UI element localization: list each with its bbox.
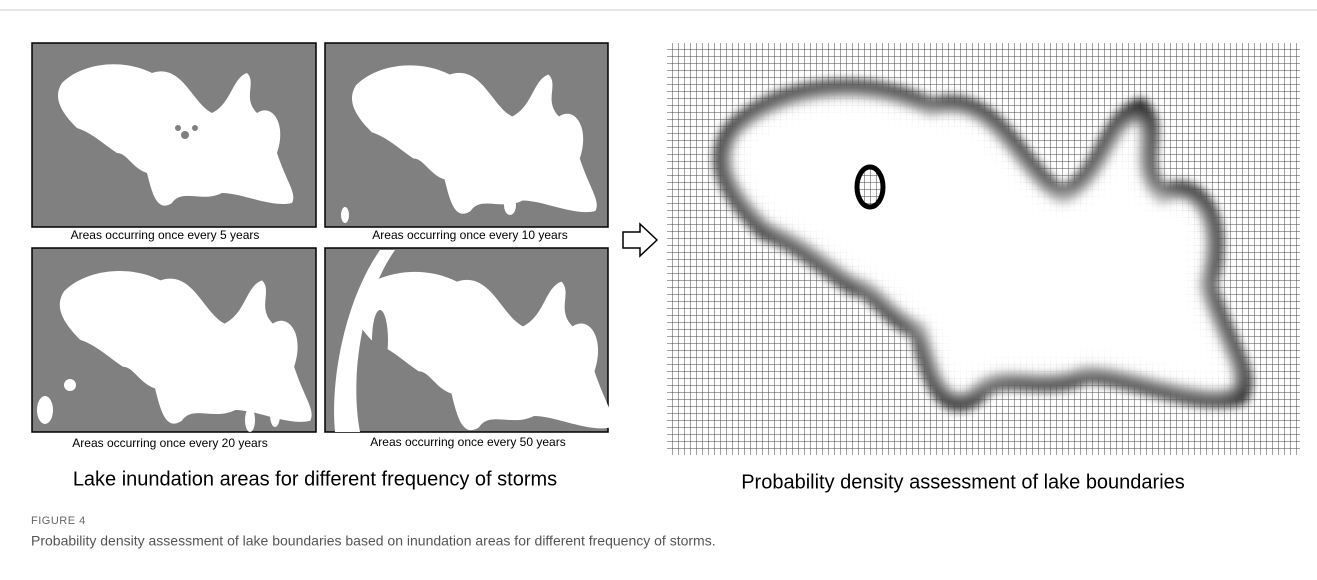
- panel-caption: Areas occurring once every 5 years: [71, 228, 260, 242]
- figure: Areas occurring once every 5 years Areas…: [0, 0, 1317, 580]
- map-panel: [325, 43, 608, 227]
- panel-caption: Areas occurring once every 50 years: [370, 435, 565, 449]
- probability-map: [667, 43, 1300, 455]
- map-panel: [32, 43, 316, 227]
- figure-caption: Probability density assessment of lake b…: [31, 533, 716, 549]
- arrow: [623, 224, 657, 256]
- figure-label: FIGURE 4: [31, 515, 86, 527]
- panel-caption: Areas occurring once every 10 years: [372, 228, 567, 242]
- map-panel: [325, 248, 612, 432]
- left-label: Lake inundation areas for different freq…: [73, 468, 557, 490]
- page: Areas occurring once every 5 years Areas…: [0, 0, 1317, 580]
- panel-caption: Areas occurring once every 20 years: [72, 436, 267, 450]
- map-panel: [32, 248, 316, 432]
- right-label: Probability density assessment of lake b…: [741, 471, 1185, 493]
